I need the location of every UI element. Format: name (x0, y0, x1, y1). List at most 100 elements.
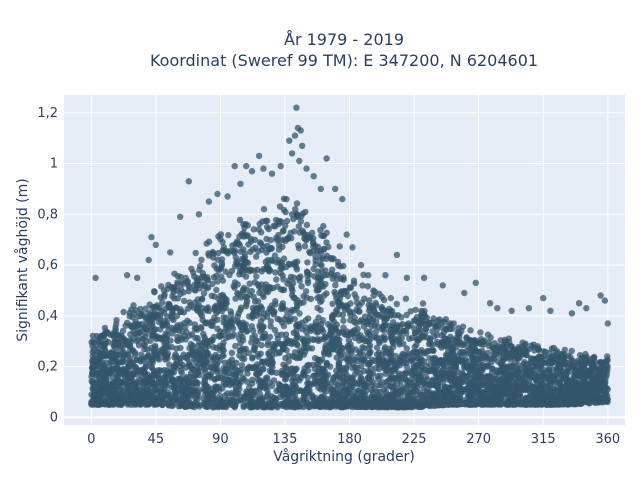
data-point (257, 328, 264, 335)
data-point (197, 401, 204, 409)
data-point (186, 391, 193, 399)
data-point (360, 389, 367, 396)
data-point (242, 303, 250, 310)
data-point (315, 314, 322, 321)
data-point (320, 232, 327, 240)
data-point (260, 205, 268, 213)
data-point (270, 222, 277, 230)
data-point (218, 403, 225, 410)
data-point (171, 284, 178, 291)
data-point (239, 271, 246, 278)
data-point (415, 336, 422, 344)
data-point (415, 375, 422, 382)
data-point (202, 387, 209, 394)
data-point (430, 315, 437, 322)
data-point (293, 200, 301, 207)
data-point (178, 383, 185, 390)
data-point (286, 317, 294, 324)
data-point (257, 318, 265, 325)
data-point (218, 262, 226, 269)
data-point (237, 340, 244, 347)
data-point (232, 378, 239, 385)
data-point (331, 288, 338, 296)
data-point (366, 328, 374, 335)
data-point (211, 293, 218, 300)
data-point (279, 243, 286, 250)
data-point (142, 314, 150, 321)
data-point (273, 340, 280, 347)
data-point (114, 364, 121, 371)
data-point (448, 336, 456, 343)
data-point (210, 395, 217, 403)
data-point (381, 335, 389, 342)
data-point (475, 348, 482, 356)
data-point (574, 357, 582, 364)
data-point (278, 370, 286, 377)
data-point (295, 223, 302, 230)
data-point (198, 273, 206, 281)
data-point (368, 382, 376, 389)
data-point (283, 217, 291, 225)
data-point (254, 298, 262, 305)
data-point (579, 380, 586, 387)
data-point (146, 374, 153, 381)
data-point (503, 348, 510, 356)
data-point (265, 396, 273, 403)
data-point (418, 391, 425, 398)
data-point (131, 383, 138, 390)
data-point (383, 382, 390, 389)
data-point (360, 271, 367, 278)
data-point (604, 386, 611, 393)
data-point (113, 349, 120, 357)
data-point (283, 196, 290, 203)
data-point (296, 377, 303, 384)
data-point (543, 382, 551, 389)
data-point (339, 345, 346, 352)
data-point (279, 303, 287, 311)
data-point (522, 384, 529, 391)
data-point (311, 378, 318, 385)
data-point (198, 341, 205, 348)
data-point (343, 365, 350, 372)
data-point (339, 311, 347, 319)
data-point (530, 385, 537, 393)
data-point (268, 355, 275, 363)
data-point (334, 347, 341, 354)
data-point (493, 345, 500, 352)
data-point (569, 357, 576, 364)
data-point (413, 341, 420, 349)
data-point (262, 286, 269, 294)
data-point (310, 395, 317, 402)
data-point (151, 326, 158, 333)
data-point (455, 379, 463, 386)
data-point (198, 256, 205, 263)
data-point (368, 322, 375, 330)
data-point (258, 305, 266, 312)
data-point (417, 327, 424, 334)
data-point (440, 389, 447, 396)
data-point (298, 325, 306, 333)
data-point (409, 357, 416, 364)
data-point (499, 385, 506, 393)
data-point (305, 380, 313, 387)
data-point (171, 399, 178, 407)
data-point (192, 249, 199, 257)
data-point (120, 308, 127, 316)
data-point (355, 307, 362, 315)
data-point (177, 401, 184, 408)
data-point (431, 362, 438, 369)
data-point (164, 355, 171, 362)
data-point (520, 351, 527, 358)
data-point (120, 348, 128, 356)
data-point (153, 335, 160, 342)
data-point (266, 333, 274, 341)
data-point (214, 316, 221, 323)
data-point (230, 397, 237, 404)
data-point (264, 374, 271, 381)
data-point (313, 287, 320, 294)
data-point (112, 324, 119, 332)
data-point (228, 322, 235, 330)
data-point (280, 276, 287, 283)
data-point (317, 255, 324, 262)
data-point (297, 403, 304, 410)
